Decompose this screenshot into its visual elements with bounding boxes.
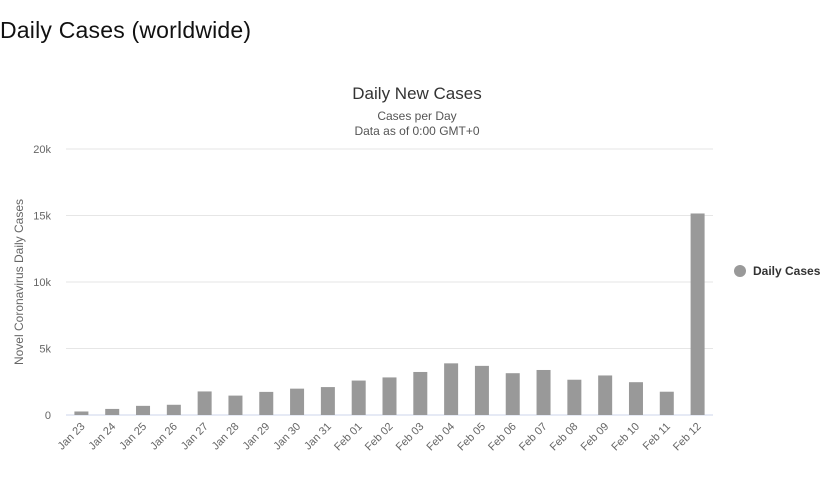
page-title: Daily Cases (worldwide) bbox=[0, 17, 252, 43]
x-tick-label: Jan 24 bbox=[86, 421, 118, 453]
x-tick-label: Jan 30 bbox=[271, 421, 303, 453]
bar[interactable] bbox=[290, 388, 305, 415]
x-tick-label: Jan 27 bbox=[179, 421, 211, 453]
chart-subtitle: Cases per Day bbox=[377, 109, 456, 123]
bar[interactable] bbox=[598, 375, 613, 415]
x-tick-label: Jan 28 bbox=[210, 421, 242, 453]
bar[interactable] bbox=[567, 379, 582, 415]
legend-label: Daily Cases bbox=[753, 264, 821, 278]
x-tick-label: Jan 25 bbox=[117, 421, 149, 453]
x-tick-label: Feb 03 bbox=[394, 421, 427, 454]
x-tick-label: Feb 05 bbox=[455, 421, 488, 454]
bar[interactable] bbox=[74, 411, 89, 415]
legend-item-daily-cases[interactable]: Daily Cases bbox=[734, 264, 821, 278]
bar[interactable] bbox=[166, 404, 181, 415]
bar[interactable] bbox=[105, 408, 120, 415]
x-tick-label: Feb 10 bbox=[609, 421, 642, 454]
bar[interactable] bbox=[474, 365, 489, 415]
x-tick-label: Feb 12 bbox=[671, 421, 704, 454]
chart-title: Daily New Cases bbox=[352, 84, 481, 103]
bar[interactable] bbox=[628, 382, 643, 415]
bar[interactable] bbox=[259, 391, 274, 415]
x-tick-label: Feb 11 bbox=[641, 421, 673, 453]
bar[interactable] bbox=[444, 363, 459, 415]
y-tick-label: 15k bbox=[33, 211, 51, 223]
x-tick-label: Feb 07 bbox=[517, 421, 550, 454]
bar[interactable] bbox=[413, 371, 428, 415]
bar[interactable] bbox=[382, 377, 397, 415]
x-tick-label: Feb 04 bbox=[425, 421, 458, 454]
x-tick-label: Feb 08 bbox=[548, 421, 581, 454]
y-tick-label: 0 bbox=[45, 410, 51, 422]
x-tick-label: Jan 29 bbox=[241, 421, 273, 453]
bar[interactable] bbox=[197, 391, 212, 415]
chart-subtitle-date: Data as of 0:00 GMT+0 bbox=[354, 124, 479, 138]
x-tick-label: Feb 09 bbox=[579, 421, 612, 454]
legend-marker bbox=[734, 265, 746, 277]
x-tick-label: Jan 26 bbox=[148, 421, 180, 453]
x-tick-label: Jan 31 bbox=[302, 421, 334, 453]
bar[interactable] bbox=[505, 373, 520, 415]
bar[interactable] bbox=[536, 369, 551, 415]
x-tick-label: Feb 06 bbox=[486, 421, 519, 454]
y-axis-label: Novel Coronavirus Daily Cases bbox=[12, 199, 26, 365]
bar[interactable] bbox=[659, 391, 674, 415]
x-tick-label: Feb 02 bbox=[363, 421, 396, 454]
bar[interactable] bbox=[228, 395, 243, 415]
y-tick-label: 20k bbox=[33, 144, 51, 156]
x-tick-label: Jan 23 bbox=[56, 421, 88, 453]
bar[interactable] bbox=[320, 387, 335, 415]
y-tick-label: 10k bbox=[33, 277, 51, 289]
bar[interactable] bbox=[136, 405, 151, 415]
y-tick-label: 5k bbox=[39, 344, 51, 356]
bar[interactable] bbox=[690, 213, 705, 415]
x-tick-label: Feb 01 bbox=[332, 421, 365, 454]
bar[interactable] bbox=[351, 380, 366, 415]
